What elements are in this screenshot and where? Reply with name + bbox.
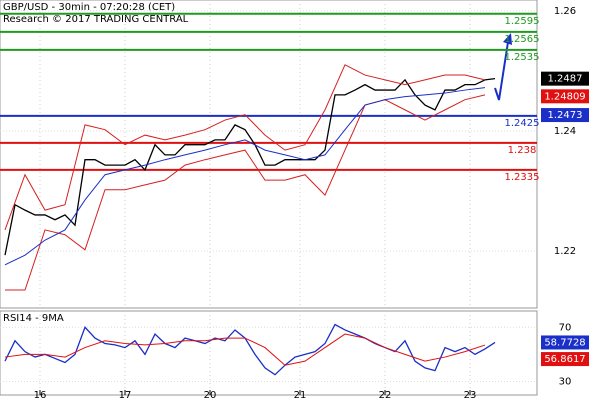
price-tag (541, 352, 589, 367)
level-label: 1.2535 (505, 52, 540, 63)
level-label: 1.2595 (505, 16, 540, 27)
price-tag-label: 56.8617 (544, 354, 585, 365)
series-line (4, 323, 496, 376)
price-tag-label: 1.2473 (548, 110, 583, 121)
level-label: 1.2565 (505, 34, 540, 45)
rsi-panel (0, 310, 538, 396)
series-line (4, 64, 486, 231)
arrow-head (503, 33, 512, 45)
y-tick-label: 1.26 (554, 6, 576, 17)
price-tag (541, 71, 589, 86)
price-tag (541, 108, 589, 123)
series-line (4, 87, 486, 266)
price-tag-label: 58.7728 (544, 337, 585, 348)
series-line (4, 78, 496, 256)
y-tick-label: 70 (559, 322, 572, 333)
x-tick-label: 17 (119, 390, 132, 400)
y-tick-label: 1.22 (554, 246, 576, 257)
price-tag (541, 89, 589, 104)
chart-subtitle: Research © 2017 TRADING CENTRAL (3, 14, 189, 25)
price-tag (541, 335, 589, 350)
price-tag-label: 1.2487 (548, 74, 583, 85)
projection-arrow (494, 41, 509, 101)
level-label: 1.238 (508, 145, 537, 156)
x-tick-label: 22 (379, 390, 392, 400)
price-tag-label: 1.24809 (544, 91, 585, 102)
x-tick-label: 21 (294, 390, 307, 400)
level-label: 1.2425 (505, 118, 540, 129)
price-panel (0, 0, 538, 309)
series-line (5, 94, 486, 291)
x-tick-label: 20 (204, 390, 217, 400)
level-label: 1.2335 (505, 172, 540, 183)
x-tick-label: 16 (34, 390, 47, 400)
y-tick-label: 1.24 (554, 126, 576, 137)
x-tick-label: 23 (464, 390, 477, 400)
rsi-title: RSI14 - 9MA (3, 313, 64, 324)
y-tick-label: 30 (559, 376, 572, 387)
chart-title: GBP/USD - 30min - 07:20:28 (CET) (3, 2, 175, 13)
series-line (4, 333, 486, 366)
